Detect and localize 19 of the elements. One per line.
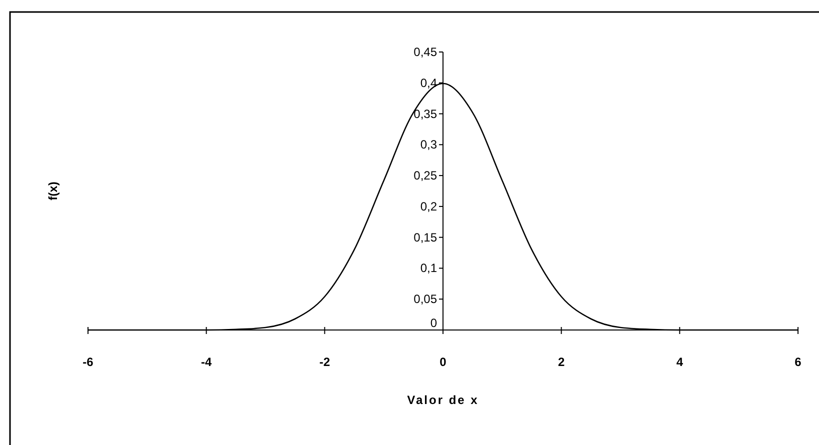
y-axis-title: f(x)	[46, 182, 60, 200]
y-tick-label: 0,2	[420, 199, 438, 214]
x-axis-title: Valor de x	[407, 393, 479, 407]
x-tick-label: 6	[794, 355, 802, 369]
x-tick-label: -4	[200, 355, 212, 369]
x-tick-label: 2	[558, 355, 565, 369]
y-tick-label: 0,4	[420, 76, 438, 90]
x-tick-label: -2	[319, 355, 330, 369]
x-tick-label: -6	[82, 355, 94, 369]
x-tick-label: 4	[676, 355, 684, 369]
y-tick-label: 0,25	[414, 168, 438, 183]
x-tick-label: 0	[440, 355, 447, 369]
y-tick-label: 0,1	[420, 261, 438, 276]
y-tick-label: 0,35	[414, 106, 438, 121]
y-tick-label: 0,15	[414, 230, 438, 244]
y-tick-label: 0,05	[414, 292, 438, 306]
y-tick-label: 0,45	[414, 45, 438, 59]
y-tick-label: 0,3	[420, 138, 438, 152]
y-tick-label: 0	[430, 316, 438, 330]
